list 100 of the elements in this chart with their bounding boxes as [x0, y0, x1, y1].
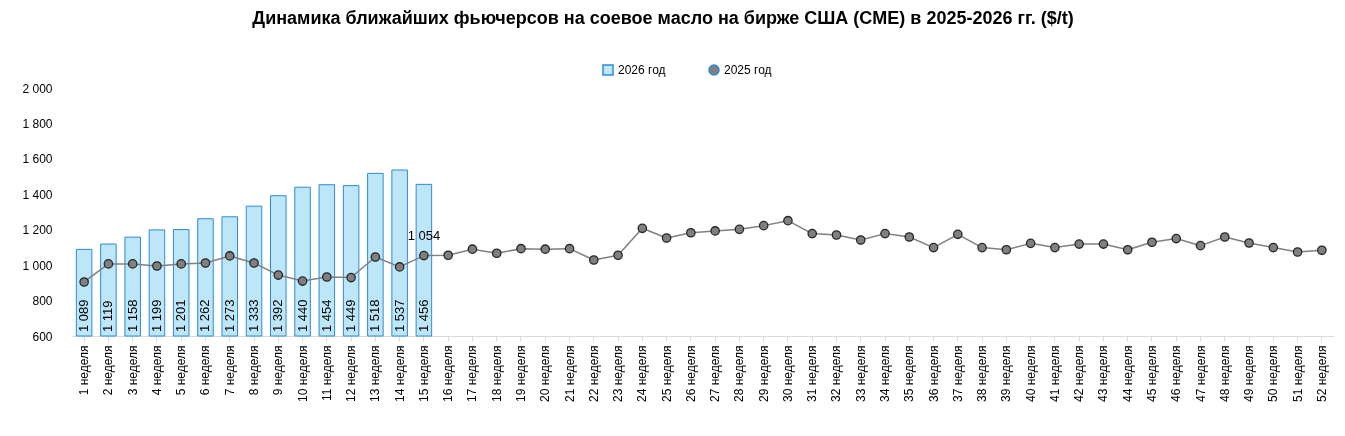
point	[79, 277, 89, 287]
x-tick-label: 22 неделя	[586, 345, 601, 402]
point	[855, 235, 866, 245]
point	[831, 230, 842, 240]
point	[1122, 244, 1133, 255]
x-tick-label: 34 неделя	[878, 345, 893, 402]
point	[1171, 233, 1182, 244]
data-label: 1 201	[173, 299, 189, 332]
point	[1219, 232, 1230, 242]
point	[977, 242, 987, 253]
data-label: 1 199	[148, 299, 164, 332]
point	[1098, 239, 1109, 249]
point	[467, 244, 478, 255]
point	[1268, 242, 1279, 253]
x-tick-label: 1 неделя	[77, 345, 92, 396]
point	[880, 228, 890, 239]
x-tick-label: 50 неделя	[1266, 345, 1281, 402]
x-tick-label: 17 неделя	[465, 345, 480, 402]
x-tick-label: 6 неделя	[198, 345, 213, 396]
chart-title: Динамика ближайших фьючерсов на соевое масло на бирже США (CME) в 2025-2026 гг. ($/t)	[252, 8, 1074, 28]
point	[1147, 237, 1157, 248]
x-tick-label: 43 неделя	[1096, 345, 1111, 402]
point	[297, 276, 308, 286]
x-tick-label: 35 неделя	[902, 345, 917, 402]
x-tick-label: 29 неделя	[756, 345, 771, 402]
x-tick-label: 9 неделя	[271, 345, 286, 396]
x-tick-label: 10 неделя	[295, 345, 310, 402]
x-tick-label: 23 неделя	[611, 345, 626, 402]
x-tick-label: 46 неделя	[1169, 345, 1184, 402]
point	[588, 255, 599, 265]
data-label: 1 119	[100, 300, 116, 332]
point	[200, 258, 211, 268]
point	[1050, 242, 1060, 253]
x-tick-label: 19 неделя	[513, 345, 528, 402]
point	[516, 243, 526, 254]
x-tick-label: 40 неделя	[1023, 345, 1038, 402]
x-tick-label: 44 неделя	[1120, 345, 1135, 402]
data-label: 1 158	[124, 299, 140, 332]
point	[491, 248, 502, 259]
x-tick-label: 51 неделя	[1290, 345, 1305, 402]
data-label: 1 333	[246, 299, 262, 332]
x-tick-label: 47 неделя	[1193, 345, 1208, 402]
point	[1195, 240, 1206, 251]
point	[394, 262, 405, 272]
x-tick-label: 31 неделя	[805, 345, 820, 402]
x-tick-label: 38 неделя	[975, 345, 990, 402]
x-tick-label: 20 неделя	[538, 345, 553, 402]
x-tick-label: 13 неделя	[368, 345, 383, 402]
x-tick-label: 28 неделя	[732, 345, 747, 402]
point	[1244, 238, 1254, 248]
y-tick-label: 1 200	[22, 223, 53, 238]
x-tick-label: 11 неделя	[319, 345, 334, 402]
x-tick-label: 32 неделя	[829, 345, 844, 402]
point	[1292, 247, 1303, 257]
y-tick-label: 2 000	[22, 81, 53, 96]
point	[1317, 245, 1327, 256]
point	[1074, 239, 1085, 249]
data-label: 1 449	[343, 299, 359, 332]
point	[321, 272, 332, 282]
x-tick-label: 48 неделя	[1217, 345, 1232, 402]
x-tick-label: 52 неделя	[1314, 345, 1329, 402]
point	[904, 232, 915, 242]
point	[661, 233, 672, 243]
point	[1025, 238, 1036, 249]
legend-label: 2025 год	[724, 63, 772, 77]
x-tick-label: 41 неделя	[1047, 345, 1062, 402]
data-label: 1 456	[415, 299, 431, 332]
data-label: 1 262	[197, 299, 213, 332]
data-label: 1 089	[76, 299, 92, 332]
x-tick-label: 42 неделя	[1072, 345, 1087, 402]
x-tick-label: 12 неделя	[344, 345, 359, 402]
x-tick-label: 37 неделя	[950, 345, 965, 402]
point	[249, 258, 259, 268]
point	[370, 252, 381, 262]
data-label: 1 054	[407, 227, 441, 243]
x-tick-label: 18 неделя	[489, 345, 504, 402]
x-tick-label: 14 неделя	[392, 345, 407, 402]
y-tick-label: 800	[32, 294, 53, 309]
point	[952, 229, 963, 240]
point	[1001, 244, 1012, 255]
data-label: 1 518	[367, 299, 383, 332]
data-label: 1 440	[294, 299, 310, 332]
point	[419, 250, 429, 261]
point	[637, 223, 648, 234]
point	[613, 250, 623, 261]
x-tick-label: 30 неделя	[780, 345, 795, 402]
point	[540, 244, 551, 255]
data-label: 1 392	[270, 299, 286, 332]
point	[686, 227, 696, 238]
legend-label: 2026 год	[618, 63, 666, 77]
y-tick-label: 600	[32, 329, 53, 344]
x-tick-label: 5 неделя	[174, 345, 189, 396]
x-tick-label: 45 неделя	[1144, 345, 1159, 402]
point	[152, 261, 162, 271]
y-tick-label: 1 600	[22, 152, 53, 167]
x-tick-label: 4 неделя	[149, 345, 164, 396]
x-tick-label: 7 неделя	[222, 345, 237, 396]
y-tick-label: 1 400	[22, 187, 53, 202]
x-tick-label: 21 неделя	[562, 345, 577, 402]
y-tick-label: 1 800	[22, 116, 53, 131]
